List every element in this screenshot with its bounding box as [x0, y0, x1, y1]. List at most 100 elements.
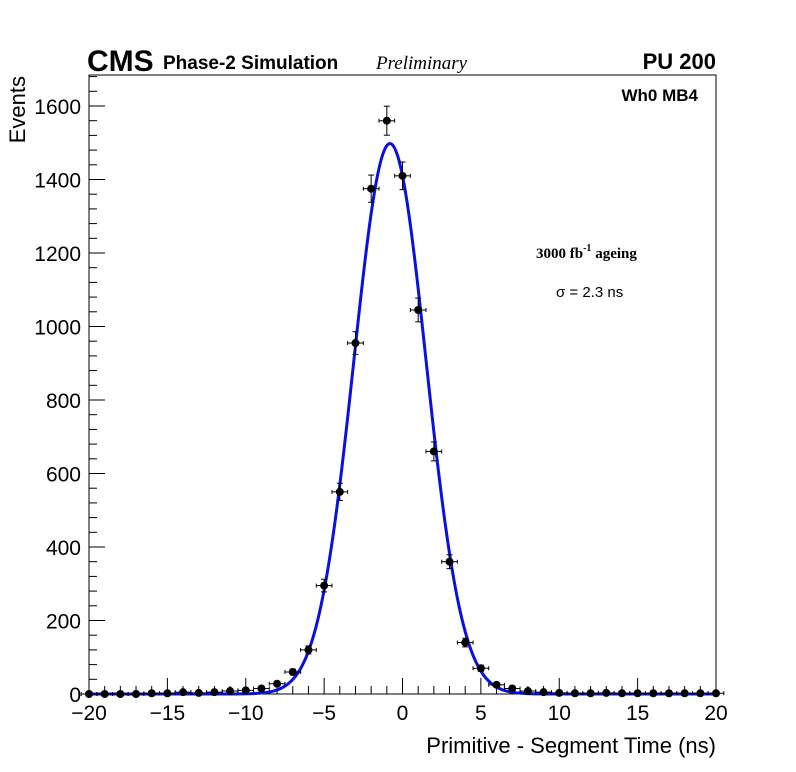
data-point — [613, 689, 631, 698]
y-tick-label: 600 — [46, 464, 81, 487]
x-tick-label: 10 — [548, 702, 571, 725]
data-point — [315, 578, 333, 593]
data-marker — [664, 689, 673, 698]
y-axis: 0 200 400 600 800 1000 1200 1400 1600 — [34, 76, 105, 707]
y-tick-label: 800 — [46, 390, 81, 413]
data-point — [629, 689, 646, 698]
data-marker — [476, 664, 485, 673]
data-marker — [304, 645, 313, 654]
y-tick-label: 400 — [46, 537, 81, 560]
fit-layer — [89, 141, 716, 696]
data-marker — [194, 688, 203, 697]
data-point — [253, 684, 270, 693]
gaussian-fit-curve — [89, 141, 716, 696]
x-tick-label: 15 — [626, 702, 649, 725]
data-marker — [147, 689, 156, 698]
y-tick-label: 1200 — [34, 243, 81, 266]
data-marker — [367, 184, 376, 193]
data-point — [112, 690, 129, 698]
preliminary-label: Preliminary — [375, 53, 468, 74]
data-point — [300, 645, 317, 655]
data-point — [597, 688, 615, 697]
data-marker — [414, 305, 423, 314]
data-point — [284, 667, 302, 676]
data-marker — [226, 687, 235, 696]
station-label: Wh0 MB4 — [622, 86, 699, 105]
data-marker — [602, 688, 611, 697]
sigma-label: σ = 2.3 ns — [556, 284, 623, 301]
data-marker — [382, 116, 391, 125]
y-tick-label: 200 — [46, 611, 81, 634]
x-tick-label: −20 — [71, 702, 107, 725]
data-marker — [492, 680, 501, 689]
data-point — [660, 689, 678, 698]
data-point — [190, 688, 208, 697]
data-marker — [241, 686, 250, 695]
data-marker — [445, 557, 454, 566]
x-tick-label: −5 — [312, 702, 336, 725]
ageing-suffix: ageing — [591, 246, 637, 262]
y-axis-title: Events — [5, 76, 30, 143]
data-marker — [680, 689, 689, 698]
data-point — [80, 690, 98, 698]
data-marker — [335, 487, 344, 496]
data-marker — [696, 689, 705, 698]
data-marker — [85, 690, 93, 698]
data-point — [582, 689, 599, 698]
data-marker — [539, 688, 548, 697]
data-point — [488, 680, 505, 689]
data-marker — [163, 689, 172, 698]
data-point — [96, 690, 114, 698]
data-marker — [461, 638, 470, 647]
data-marker — [508, 684, 517, 693]
data-point — [409, 297, 427, 323]
data-marker — [179, 688, 188, 697]
data-marker — [210, 688, 219, 697]
data-marker — [288, 667, 297, 676]
y-tick-label: 1400 — [34, 170, 81, 193]
data-point — [127, 690, 145, 698]
data-point — [237, 686, 255, 695]
data-marker — [617, 689, 626, 698]
data-marker — [712, 689, 720, 698]
data-marker — [320, 581, 329, 590]
data-point — [456, 637, 474, 648]
x-tick-label: −15 — [150, 702, 186, 725]
data-marker — [132, 690, 141, 698]
data-point — [644, 689, 662, 698]
data-marker — [351, 339, 360, 348]
data-marker — [429, 447, 438, 456]
data-point — [394, 161, 411, 191]
ageing-prefix: 3000 fb — [536, 246, 583, 262]
y-tick-label: 0 — [69, 684, 81, 707]
data-point — [347, 331, 364, 355]
data-marker — [257, 684, 266, 693]
x-axis: −20 −15 −10 −5 0 5 10 15 20 — [71, 678, 728, 725]
data-marker — [116, 690, 125, 698]
data-marker — [570, 689, 579, 698]
y-tick-label: 1000 — [34, 317, 81, 340]
data-point — [425, 441, 443, 462]
data-point — [707, 689, 725, 698]
data-point — [331, 482, 349, 501]
x-tick-label: 0 — [397, 702, 409, 725]
data-marker — [398, 171, 407, 180]
data-point — [676, 689, 693, 698]
data-points — [80, 105, 725, 698]
data-point — [441, 554, 458, 570]
data-point — [159, 689, 176, 698]
data-marker — [555, 688, 564, 697]
y-tick-label: 1600 — [34, 96, 81, 119]
ageing-superscript: -1 — [583, 243, 591, 254]
data-marker — [633, 689, 642, 698]
x-axis-title: Primitive - Segment Time (ns) — [426, 733, 716, 758]
data-point — [174, 688, 192, 697]
data-point — [550, 688, 568, 697]
x-tick-label: 5 — [475, 702, 487, 725]
data-point — [691, 689, 709, 698]
data-point — [362, 174, 380, 203]
data-marker — [649, 689, 658, 698]
ageing-label: 3000 fb-1 ageing — [536, 243, 637, 262]
cms-label: CMS — [87, 45, 154, 78]
